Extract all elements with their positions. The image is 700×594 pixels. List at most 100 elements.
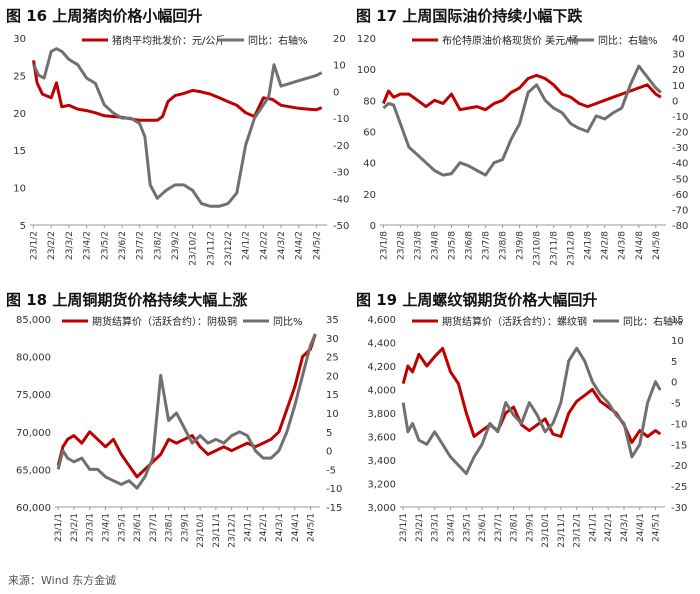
legend-label: 布伦特原油价格现货价 美元/桶: [442, 34, 579, 47]
x-tick-label: 23/3/2: [65, 231, 75, 260]
left-tick-label: 70,000: [16, 428, 51, 439]
x-tick-label: 24/5/8: [652, 231, 662, 260]
x-tick-label: 24/4/1: [636, 513, 646, 542]
left-tick-label: 4,200: [367, 362, 396, 373]
left-tick-label: 80: [363, 96, 376, 107]
left-tick-label: 10: [13, 184, 26, 195]
x-tick-label: 23/10/8: [533, 231, 543, 266]
right-tick-label: -10: [333, 114, 349, 125]
right-tick-label: 20: [333, 34, 346, 45]
x-tick-label: 23/10/1: [196, 513, 206, 548]
source-note: 来源：Wind 东方金诚: [8, 574, 117, 587]
chart-title: 图 17 上周国际油价持续小幅下跌: [356, 7, 583, 25]
chart-title: 图 16 上周猪肉价格小幅回升: [6, 7, 203, 25]
x-tick-label: 23/3/1: [431, 513, 441, 542]
right-tick-label: 30: [326, 334, 339, 345]
x-tick-label: 23/2/8: [396, 231, 406, 260]
right-tick-label: -25: [671, 482, 687, 493]
x-tick-label: 24/1/8: [584, 231, 594, 260]
x-tick-label: 24/3/8: [618, 231, 628, 260]
x-tick-label: 23/8/1: [510, 513, 520, 542]
left-tick-label: 65,000: [16, 465, 51, 476]
right-tick-label: 35: [326, 315, 339, 326]
right-tick-label: 0: [333, 87, 339, 98]
left-tick-label: 80,000: [16, 353, 51, 364]
right-tick-label: -50: [672, 174, 688, 185]
x-tick-label: 23/5/1: [462, 513, 472, 542]
right-tick-label: -15: [671, 440, 687, 451]
left-tick-label: 4,600: [367, 315, 396, 326]
x-tick-label: 23/10/1: [541, 513, 551, 548]
right-tick-label: -10: [672, 112, 688, 123]
right-tick-label: 5: [326, 428, 332, 439]
series-line-price: [401, 346, 662, 444]
x-tick-label: 23/1/2: [30, 231, 40, 260]
x-tick-label: 24/3/1: [275, 513, 285, 542]
chart-copper-price: 60,000 65,000 70,000 75,000 80,000 85,000 -15 -…: [16, 315, 342, 548]
x-tick-label: 23/4/8: [430, 231, 440, 260]
left-tick-label: 3,000: [367, 503, 396, 514]
legend-label: 同比：右轴%: [623, 315, 683, 328]
series-line-yoy: [382, 64, 662, 177]
right-tick-label: 40: [672, 34, 685, 45]
x-tick-label: 23/12/2: [224, 231, 234, 266]
x-tick-label: 24/1/1: [243, 513, 253, 542]
right-tick-label: -10: [326, 484, 342, 495]
left-tick-label: 4,400: [367, 339, 396, 350]
chart-oil-price: 0 20 40 60 80 100 120 -80 -70 -60 -50 -40 -30 -20 -10 0…: [357, 34, 688, 266]
chart-title: 图 18 上周铜期货价格持续大幅上涨: [6, 291, 248, 309]
x-tick-label: 23/1/8: [379, 231, 389, 260]
right-tick-label: -20: [672, 128, 688, 139]
chart-panel-copper: 图 18 上周铜期货价格持续大幅上涨 60,000 65,000 70,000 75,…: [0, 285, 350, 570]
chart-panel-rebar: 图 19 上周螺纹钢期货价格大幅回升 3,000 3,200 3,400 3,600 3…: [350, 285, 700, 570]
left-tick-label: 0: [370, 221, 376, 232]
right-tick-label: -40: [672, 159, 688, 170]
x-tick-label: 24/5/1: [307, 513, 317, 542]
left-tick-label: 3,600: [367, 433, 396, 444]
left-tick-label: 3,800: [367, 409, 396, 420]
series-line-price: [382, 73, 662, 112]
right-tick-label: 15: [326, 390, 339, 401]
right-tick-label: -40: [333, 194, 349, 205]
x-tick-label: 24/4/1: [291, 513, 301, 542]
left-tick-label: 20: [363, 190, 376, 201]
x-tick-label: 23/8/1: [165, 513, 175, 542]
right-tick-label: -30: [672, 143, 688, 154]
legend-label: 期货结算价（活跃合约）：阴极铜: [92, 315, 237, 328]
x-tick-label: 23/7/2: [136, 231, 146, 260]
right-tick-label: -15: [326, 503, 342, 514]
series-line-price: [32, 60, 323, 122]
right-tick-label: -30: [671, 503, 687, 514]
right-tick-label: -80: [672, 221, 688, 232]
x-tick-label: 24/2/2: [259, 231, 269, 260]
x-tick-label: 23/5/8: [448, 231, 458, 260]
chart-panel-oil: 图 17 上周国际油价持续小幅下跌 0 20 40 60 80 100 120 -80 -70-…: [350, 0, 700, 285]
right-tick-label: -5: [671, 399, 681, 410]
x-tick-label: 23/1/1: [399, 513, 409, 542]
x-tick-label: 23/10/2: [189, 231, 199, 266]
x-tick-label: 24/4/8: [635, 231, 645, 260]
x-tick-label: 23/3/1: [86, 513, 96, 542]
legend-label: 同比：右轴%: [598, 34, 658, 47]
x-tick-label: 23/6/1: [478, 513, 488, 542]
x-tick-label: 23/11/1: [212, 513, 222, 548]
x-tick-label: 24/1/1: [588, 513, 598, 542]
left-tick-label: 30: [13, 34, 26, 45]
x-tick-label: 24/5/1: [652, 513, 662, 542]
x-tick-label: 23/12/1: [228, 513, 238, 548]
right-tick-label: 10: [671, 336, 684, 347]
left-tick-label: 40: [363, 159, 376, 170]
series-line-price: [56, 333, 317, 479]
series-line-yoy: [56, 333, 317, 490]
right-tick-label: 0: [672, 96, 678, 107]
x-tick-label: 23/5/2: [100, 231, 110, 260]
left-tick-label: 100: [357, 65, 376, 76]
x-tick-label: 23/11/8: [550, 231, 560, 266]
chart-pork-price: 5 10 15 20 25 30 -50 -40 -30 -20 -10 0 10 20 23/1/2 23/…: [13, 34, 349, 266]
left-tick-label: 75,000: [16, 390, 51, 401]
series-line-yoy: [401, 346, 662, 476]
right-tick-label: 30: [672, 50, 685, 61]
x-tick-label: 23/6/1: [133, 513, 143, 542]
right-tick-label: 10: [333, 61, 346, 72]
x-tick-label: 23/7/1: [494, 513, 504, 542]
